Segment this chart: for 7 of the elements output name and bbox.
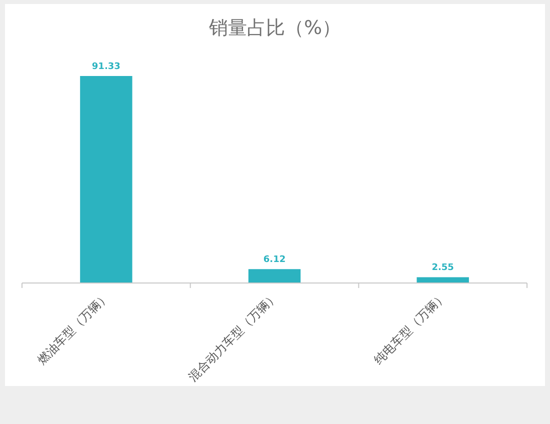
x-tick-label: 纯电车型（万辆） — [371, 289, 449, 368]
data-label: 6.12 — [263, 255, 286, 266]
data-label: 2.55 — [432, 263, 454, 274]
x-tick-label: 燃油车型（万辆） — [34, 289, 112, 368]
chart-title: 销量占比（%） — [208, 17, 342, 39]
x-tick-label: 混合动力车型（万辆） — [186, 289, 281, 384]
data-label: 91.33 — [92, 62, 120, 72]
